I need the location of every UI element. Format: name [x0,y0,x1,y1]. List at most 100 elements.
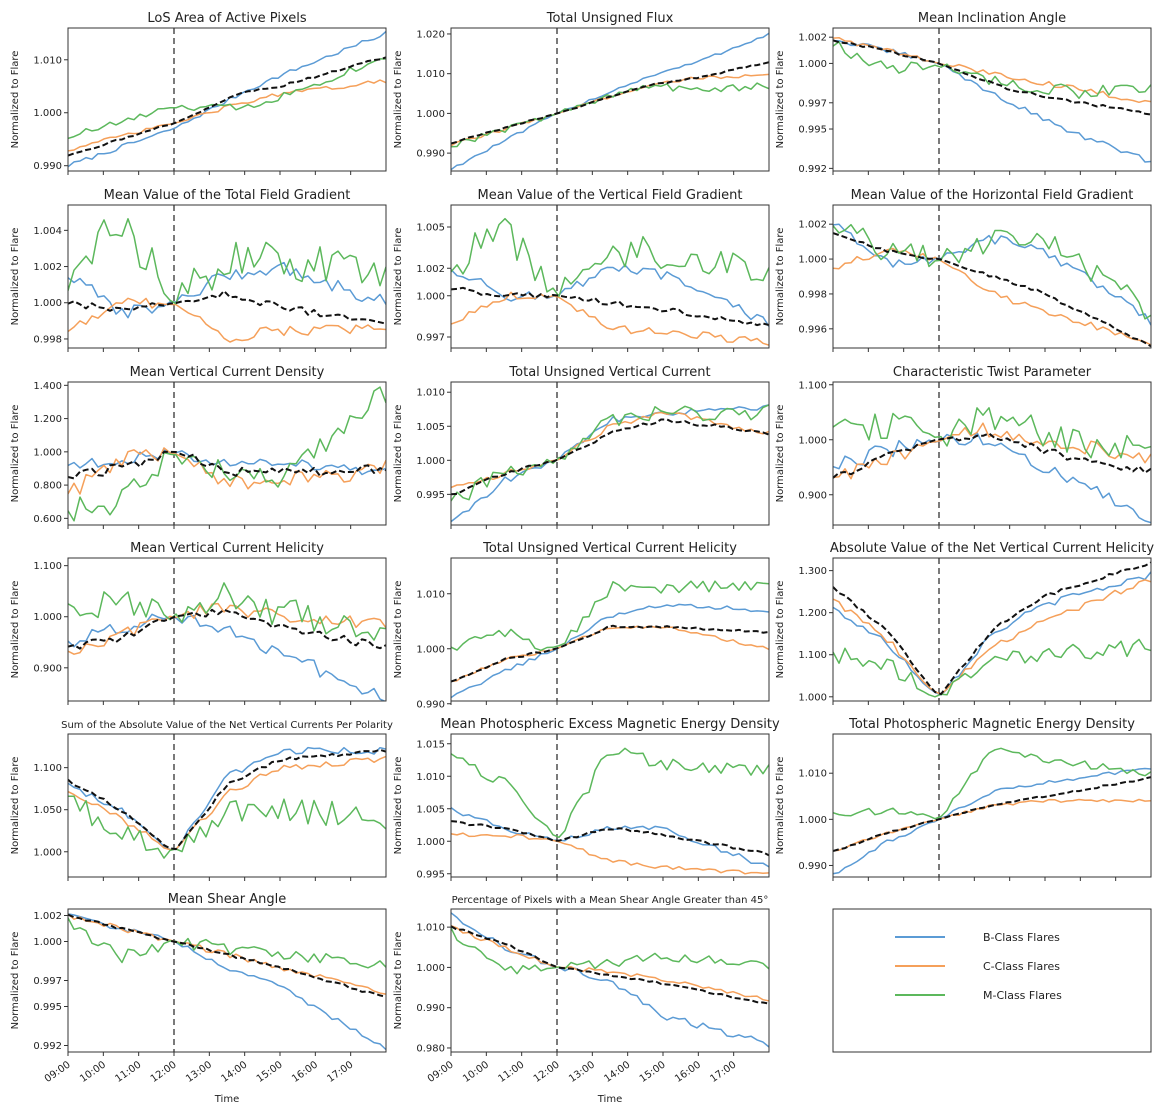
y-axis-label: Normalized to Flare [393,757,404,855]
series-group [451,558,769,701]
y-tick-label: 0.600 [33,514,62,525]
x-tick-label: 14:00 [602,1059,632,1085]
series-line-mean [451,418,769,496]
y-tick-label: 0.900 [33,663,62,674]
y-tick-label: 1.100 [33,561,62,572]
y-tick-label: 0.995 [416,869,445,880]
x-tick-label: 13:00 [567,1059,597,1085]
series-line-c-class [833,247,1151,346]
series-line-b-class [833,431,1151,524]
y-axis-label: Normalized to Flare [393,51,404,149]
y-axis-label: Normalized to Flare [393,405,404,503]
x-tick-label: 11:00 [113,1059,143,1085]
y-tick-label: 0.990 [416,1003,445,1014]
series-line-m-class [451,580,769,652]
y-tick-label: 1.002 [798,33,827,44]
series-line-b-class [68,746,386,851]
panel-title: Mean Value of the Horizontal Field Gradi… [851,188,1134,203]
series-line-b-class [833,40,1151,163]
y-tick-label: 1.010 [416,923,445,934]
series-group [68,382,386,525]
series-group [451,909,769,1052]
series-line-m-class [451,747,769,839]
y-axis-label: Normalized to Flare [775,405,786,503]
x-tick-label: 12:00 [149,1059,179,1085]
y-tick-label: 1.004 [33,226,62,237]
chart-panel: Mean Value of the Total Field Gradient No… [10,188,387,352]
series-group [68,205,386,348]
y-axis-label: Normalized to Flare [10,405,21,503]
series-group [68,734,386,877]
y-axis-label: Normalized to Flare [775,581,786,679]
panel-title: Mean Vertical Current Density [130,365,325,380]
y-tick-label: 1.000 [798,255,827,266]
series-line-c-class [833,422,1151,480]
panel-frame [450,557,770,702]
legend-frame [832,908,1152,1053]
y-tick-label: 1.200 [798,608,827,619]
series-line-m-class [68,582,386,641]
panel-frame [67,381,387,526]
y-tick-label: 1.000 [416,963,445,974]
y-tick-label: 0.990 [416,149,445,160]
series-line-m-class [68,218,386,305]
y-tick-label: 1.000 [416,644,445,655]
y-tick-label: 1.100 [798,650,827,661]
x-tick-label: 16:00 [290,1059,320,1085]
x-tick-label: 12:00 [532,1059,562,1085]
series-group [451,382,769,525]
y-tick-label: 1.000 [798,435,827,446]
panel-frame [450,381,770,526]
y-tick-label: 0.998 [798,289,827,300]
series-group [68,28,386,171]
series-line-b-class [451,603,769,699]
series-line-b-class [833,767,1151,875]
legend-label: C-Class Flares [983,960,1060,973]
chart-panel: Mean Value of the Vertical Field Gradien… [393,188,770,352]
chart-panel: Mean Vertical Current Density Normalized … [10,365,387,529]
x-tick-label: 09:00 [426,1059,456,1085]
y-tick-label: 0.995 [798,125,827,136]
panel-frame [450,204,770,349]
panel-frame [67,557,387,702]
series-line-b-class [833,571,1151,696]
y-axis-label: Normalized to Flare [10,581,21,679]
panel-frame [67,204,387,349]
panel-frame [67,27,387,172]
y-tick-label: 0.998 [33,334,62,345]
series-line-m-class [451,927,769,975]
series-line-b-class [451,264,769,327]
series-line-b-class [833,223,1151,326]
x-tick-label: 14:00 [219,1059,249,1085]
y-tick-label: 1.010 [416,69,445,80]
series-line-mean [833,776,1151,853]
series-line-c-class [451,832,769,875]
series-line-c-class [68,755,386,851]
series-line-m-class [451,404,769,502]
y-axis-label: Normalized to Flare [10,51,21,149]
y-tick-label: 1.002 [416,264,445,275]
series-line-c-class [833,579,1151,696]
y-tick-label: 1.000 [798,692,827,703]
panel-frame [67,908,387,1053]
series-line-mean [68,748,386,851]
y-tick-label: 1.000 [416,291,445,302]
y-tick-label: 1.000 [33,847,62,858]
y-tick-label: 1.100 [33,763,62,774]
chart-panel: Mean Photospheric Excess Magnetic Energy… [393,717,780,881]
panel-title: Mean Shear Angle [168,892,286,907]
y-tick-label: 1.015 [416,739,445,750]
series-line-m-class [68,386,386,522]
x-tick-label: 09:00 [43,1059,73,1085]
series-line-m-class [833,223,1151,320]
panel-title: Characteristic Twist Parameter [893,365,1092,380]
x-tick-label: 17:00 [708,1059,738,1085]
series-line-mean [68,56,386,157]
series-line-b-class [68,913,386,1051]
y-tick-label: 1.100 [798,380,827,391]
series-line-mean [68,608,386,650]
series-group [68,558,386,701]
series-line-c-class [451,291,769,346]
y-tick-label: 1.000 [33,937,62,948]
